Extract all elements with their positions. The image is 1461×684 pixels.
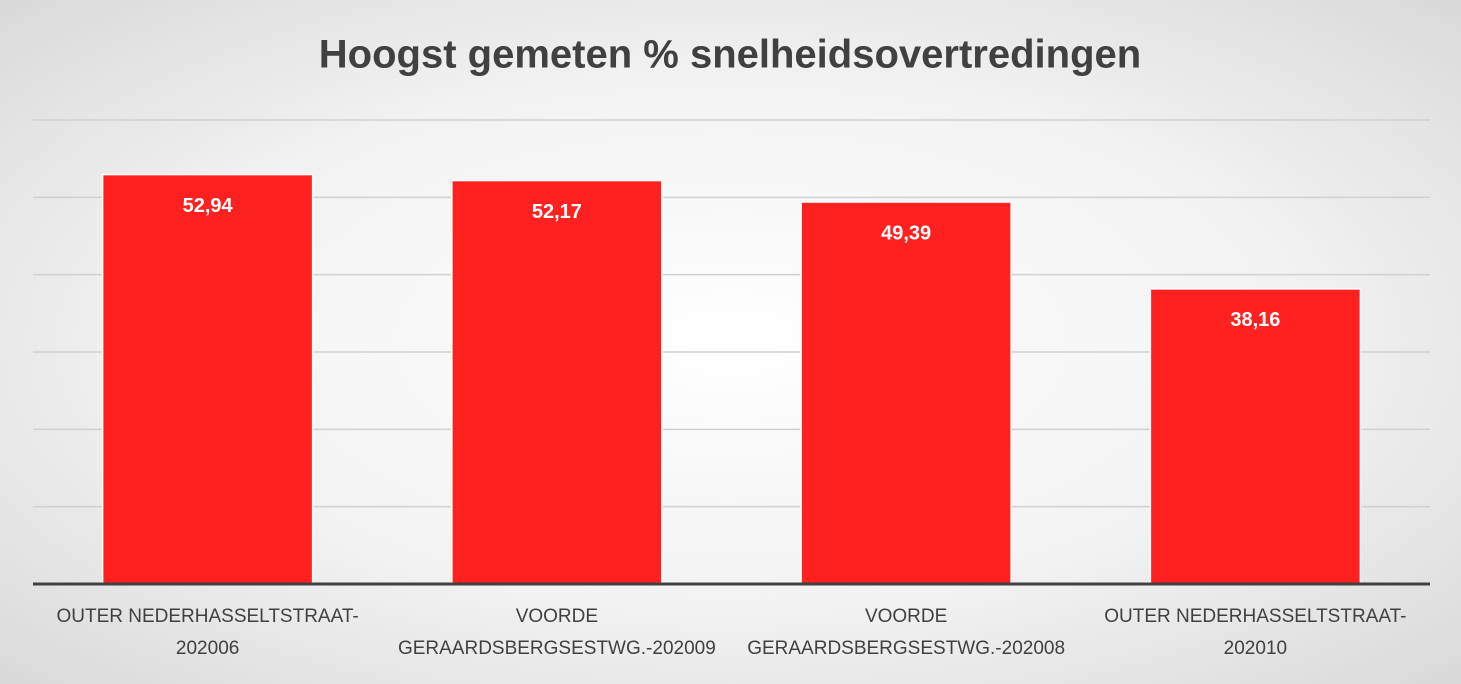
bar — [101, 173, 314, 585]
x-tick-label: VOORDE GERAARDSBERGSESTWG.-202009 — [377, 601, 737, 665]
data-label: 38,16 — [1230, 309, 1280, 331]
x-tick-label: OUTER NEDERHASSELTSTRAAT- 202010 — [1075, 601, 1435, 665]
x-tick-label: OUTER NEDERHASSELTSTRAAT- 202006 — [28, 601, 388, 665]
bar — [451, 179, 663, 585]
data-label: 49,39 — [881, 222, 931, 244]
x-tick-label-line: VOORDE — [515, 606, 599, 627]
x-tick-label-line: 202006 — [175, 638, 240, 659]
x-tick-label-line: VOORDE — [864, 606, 948, 627]
chart-title: Hoogst gemeten % snelheidsovertredingen — [319, 33, 1141, 77]
x-tick-label-line: GERAARDSBERGSESTWG.-202008 — [747, 638, 1066, 659]
x-tick-label: VOORDE GERAARDSBERGSESTWG.-202008 — [726, 601, 1086, 665]
x-tick-label-line: 202010 — [1223, 638, 1288, 659]
bar — [800, 201, 1012, 585]
data-label: 52,94 — [183, 195, 234, 217]
x-tick-label-line: OUTER NEDERHASSELTSTRAAT- — [56, 606, 359, 627]
data-label: 52,17 — [532, 201, 582, 223]
x-tick-label-line: OUTER NEDERHASSELTSTRAAT- — [1104, 606, 1407, 627]
bar — [1149, 288, 1362, 585]
x-tick-label-line: GERAARDSBERGSESTWG.-202009 — [397, 638, 716, 659]
